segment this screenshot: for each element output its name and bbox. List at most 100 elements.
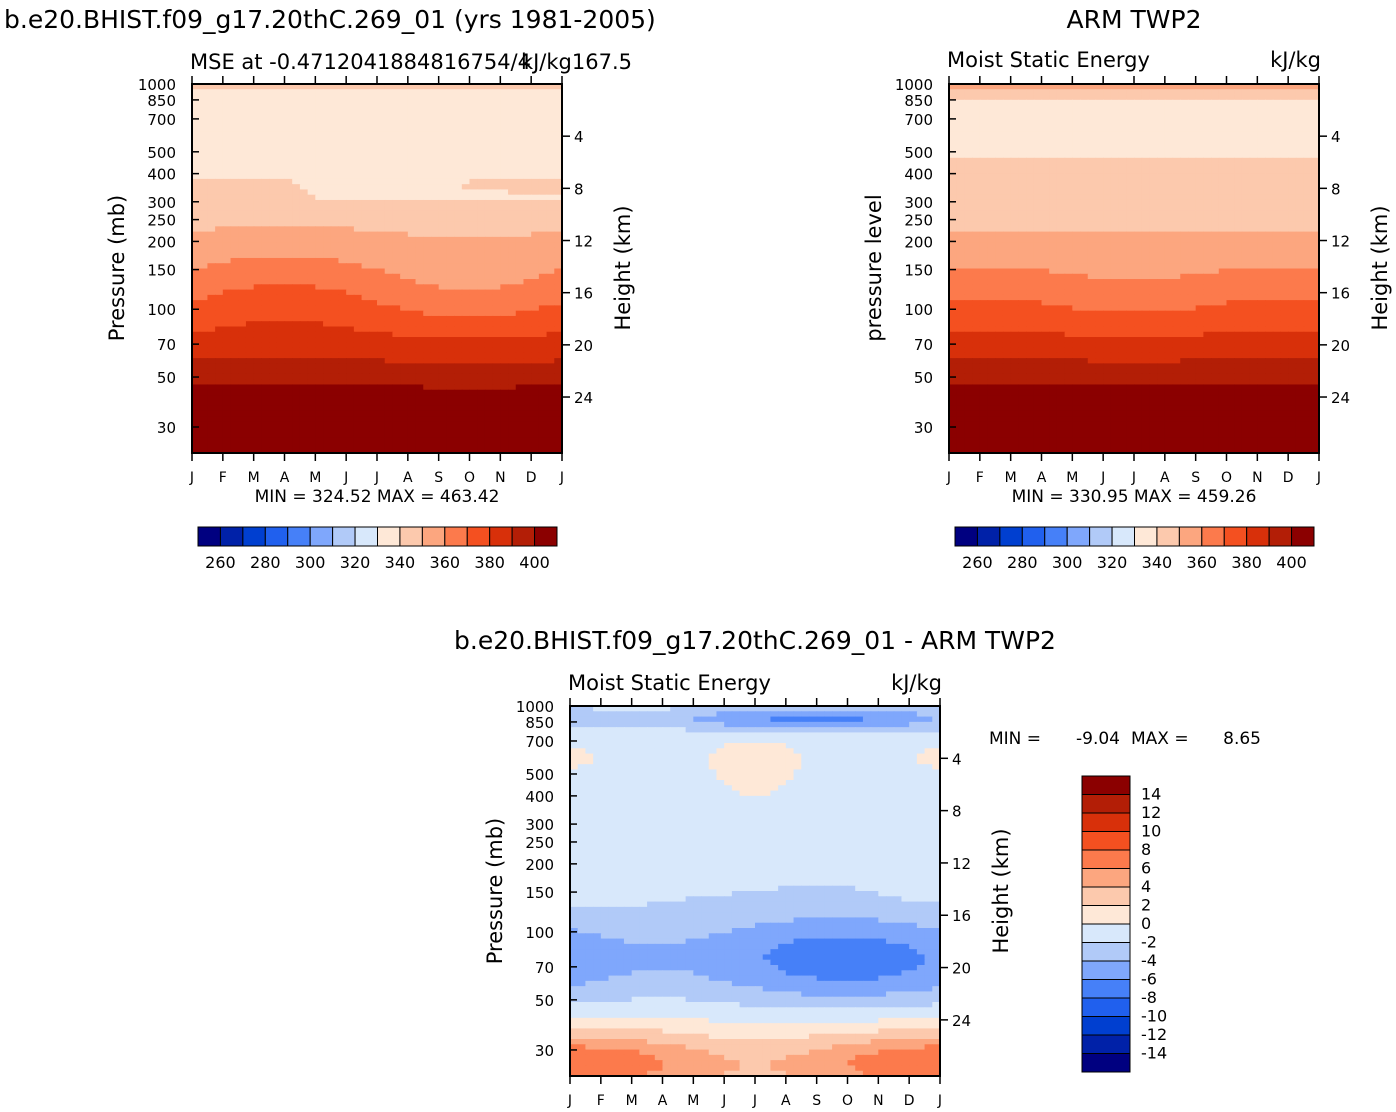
contour-cell (430, 126, 440, 133)
contour-cell (1026, 105, 1035, 111)
contour-cell (1157, 115, 1166, 122)
contour-cell (956, 163, 966, 169)
contour-cell (415, 226, 424, 233)
contour-cell (284, 136, 293, 143)
contour-cell (1172, 84, 1181, 90)
contour-cell (207, 389, 216, 396)
contour-cell (1203, 89, 1212, 96)
contour-cell (1164, 163, 1174, 169)
contour-cell (1018, 84, 1027, 90)
contour-cell (299, 263, 309, 270)
contour-cell (515, 252, 525, 259)
contour-cell (538, 226, 548, 233)
contour-cell (1234, 199, 1243, 206)
contour-cell (554, 84, 563, 90)
contour-cell (1265, 157, 1274, 164)
model-stats: MIN = 324.52 MAX = 463.42 (255, 487, 500, 507)
contour-cell (199, 416, 209, 422)
contour-cell (438, 231, 447, 238)
contour-cell (508, 379, 517, 386)
contour-cell (1095, 178, 1104, 185)
contour-cell (1295, 205, 1305, 212)
contour-cell (1226, 210, 1235, 217)
contour-cell (238, 384, 247, 391)
contour-cell (1172, 226, 1181, 233)
contour-cell (346, 421, 355, 428)
contour-cell (199, 331, 209, 338)
contour-cell (538, 279, 548, 285)
contour-cell (538, 379, 548, 386)
contour-cell (446, 400, 455, 407)
contour-cell (215, 405, 224, 412)
contour-cell (454, 379, 463, 386)
contour-cell (230, 263, 239, 270)
contour-cell (1118, 221, 1127, 227)
contour-cell (1265, 184, 1274, 191)
contour-cell (1265, 141, 1274, 148)
contour-cell (222, 284, 232, 291)
contour-cell (369, 205, 378, 212)
contour-cell (199, 236, 209, 243)
contour-cell (430, 199, 440, 206)
contour-cell (230, 163, 239, 169)
contour-cell (199, 289, 209, 296)
contour-cell (245, 89, 255, 96)
contour-cell (461, 426, 471, 433)
contour-cell (276, 389, 286, 396)
contour-cell (508, 205, 517, 212)
contour-cell (484, 273, 494, 280)
contour-cell (299, 252, 309, 259)
contour-cell (546, 389, 555, 396)
contour-cell (1311, 242, 1320, 249)
contour-cell (995, 231, 1004, 238)
contour-cell (1149, 131, 1158, 138)
contour-cell (238, 110, 247, 117)
contour-cell (415, 184, 424, 191)
contour-cell (1226, 178, 1235, 185)
contour-cell (407, 294, 417, 301)
contour-cell (492, 368, 501, 375)
contour-cell (469, 221, 478, 227)
contour-cell (461, 221, 471, 227)
contour-cell (500, 273, 509, 280)
contour-cell (538, 231, 548, 238)
contour-cell (1280, 84, 1289, 90)
contour-cell (454, 310, 463, 317)
contour-cell (1087, 110, 1097, 117)
contour-cell (438, 257, 447, 264)
contour-cell (1180, 147, 1189, 154)
contour-cell (215, 189, 224, 196)
contour-cell (446, 178, 455, 185)
contour-cell (346, 315, 355, 322)
contour-cell (1064, 105, 1073, 111)
contour-cell (269, 426, 278, 433)
contour-cell (292, 300, 301, 306)
contour-cell (1265, 199, 1274, 206)
contour-cell (949, 152, 958, 159)
contour-cell (1149, 152, 1158, 159)
contour-cell (192, 337, 201, 343)
contour-cell (1126, 215, 1135, 222)
contour-cell (353, 442, 363, 449)
contour-cell (222, 221, 232, 227)
contour-cell (253, 273, 262, 280)
contour-cell (400, 352, 409, 359)
contour-cell (1218, 221, 1228, 227)
contour-cell (446, 294, 455, 301)
contour-cell (423, 115, 432, 122)
contour-cell (469, 105, 478, 111)
contour-cell (423, 421, 432, 428)
contour-cell (369, 279, 378, 285)
contour-cell (253, 437, 262, 444)
contour-cell (192, 416, 201, 422)
contour-cell (1064, 215, 1073, 222)
contour-cell (531, 242, 540, 249)
contour-cell (1280, 131, 1289, 138)
contour-cell (554, 405, 563, 412)
contour-cell (299, 384, 309, 391)
contour-cell (1249, 110, 1258, 117)
contour-cell (1134, 226, 1143, 233)
contour-cell (384, 257, 394, 264)
contour-cell (299, 437, 309, 444)
contour-cell (1172, 147, 1181, 154)
